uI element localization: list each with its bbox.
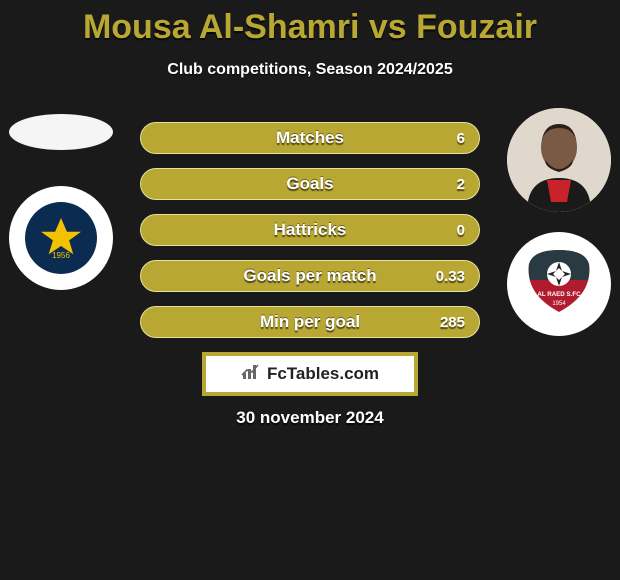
stat-bar: Hattricks0	[140, 214, 480, 246]
title-player-right: Fouzair	[416, 8, 537, 46]
stat-label: Min per goal	[141, 307, 479, 337]
stat-value-right: 0.33	[436, 261, 465, 291]
stat-bars: Matches6Goals2Hattricks0Goals per match0…	[140, 122, 480, 352]
player-silhouette-icon	[507, 108, 611, 212]
player-avatar-left	[9, 114, 113, 150]
stat-value-right: 285	[440, 307, 465, 337]
stat-label: Goals per match	[141, 261, 479, 291]
brand-text: FcTables.com	[267, 364, 379, 384]
stat-bar: Goals2	[140, 168, 480, 200]
club-badge-right: AL RAED S.FC 1954	[507, 232, 611, 336]
chart-icon	[241, 363, 261, 386]
svg-text:1954: 1954	[552, 301, 566, 307]
title-player-left: Mousa Al-Shamri	[83, 8, 359, 46]
title-vs: vs	[359, 8, 416, 46]
stat-bar: Goals per match0.33	[140, 260, 480, 292]
subtitle: Club competitions, Season 2024/2025	[0, 61, 620, 79]
svg-text:1956: 1956	[52, 251, 70, 260]
stat-bar: Matches6	[140, 122, 480, 154]
date-text: 30 november 2024	[0, 408, 620, 428]
stat-bar: Min per goal285	[140, 306, 480, 338]
alraed-logo: AL RAED S.FC 1954	[513, 238, 605, 330]
left-column: ALTAAWOUN FC 1956	[6, 108, 116, 290]
stat-label: Hattricks	[141, 215, 479, 245]
page-title: Mousa Al-Shamri vs Fouzair	[0, 0, 620, 47]
stat-value-right: 2	[457, 169, 465, 199]
player-avatar-right	[507, 108, 611, 212]
altaawoun-logo: ALTAAWOUN FC 1956	[15, 192, 107, 284]
svg-text:AL RAED S.FC: AL RAED S.FC	[537, 291, 581, 298]
right-column: AL RAED S.FC 1954	[504, 108, 614, 336]
stat-label: Matches	[141, 123, 479, 153]
stat-value-right: 0	[457, 215, 465, 245]
brand-box[interactable]: FcTables.com	[202, 352, 418, 396]
stat-label: Goals	[141, 169, 479, 199]
club-badge-left: ALTAAWOUN FC 1956	[9, 186, 113, 290]
stat-value-right: 6	[457, 123, 465, 153]
